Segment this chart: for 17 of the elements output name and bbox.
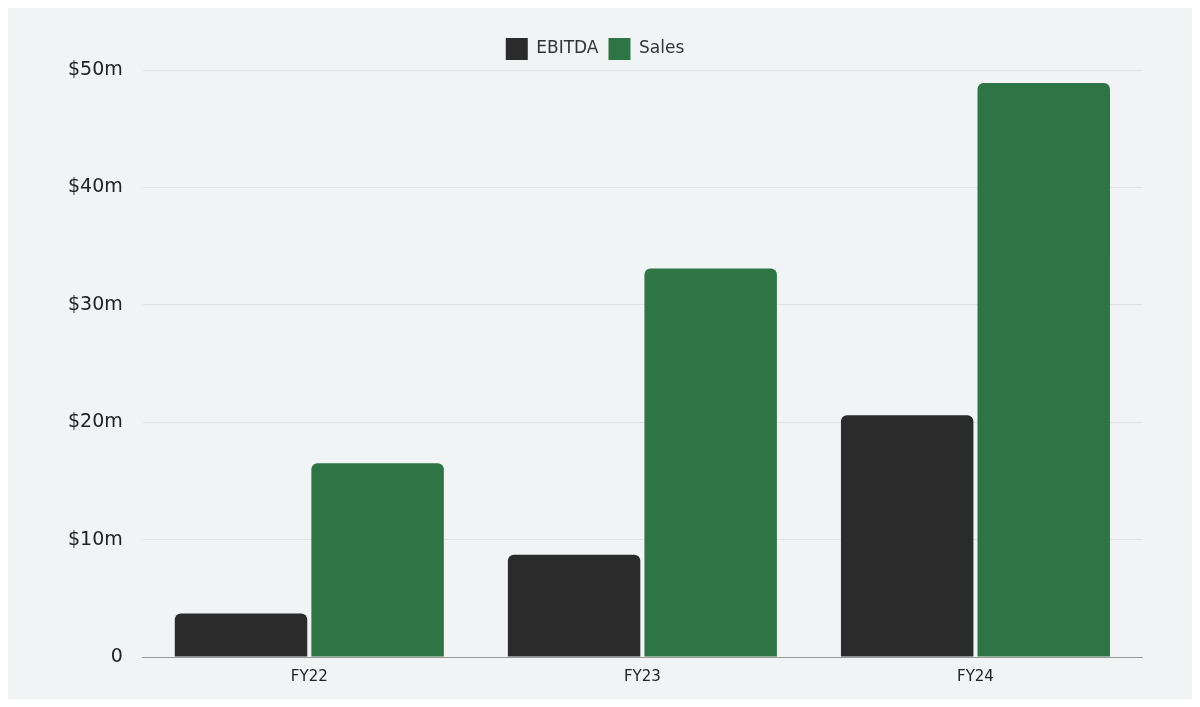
- y-tick-label: $50m: [67, 56, 123, 79]
- bar: [977, 82, 1110, 657]
- bar: [311, 463, 444, 657]
- y-tick-label: $30m: [67, 291, 123, 314]
- x-tick-label: FY23: [623, 666, 661, 685]
- legend-label: EBITDA: [536, 37, 599, 58]
- y-tick-label: $40m: [67, 174, 123, 197]
- bar: [840, 415, 974, 657]
- y-tick-label: $20m: [67, 409, 123, 432]
- legend-label: Sales: [638, 37, 685, 58]
- bar: [644, 268, 777, 657]
- y-tick-label: $10m: [67, 526, 123, 549]
- bar: [174, 613, 308, 657]
- x-tick-label: FY24: [957, 666, 994, 685]
- bar: [507, 554, 641, 657]
- y-tick-label: 0: [110, 643, 123, 666]
- x-tick-label: FY22: [290, 666, 328, 685]
